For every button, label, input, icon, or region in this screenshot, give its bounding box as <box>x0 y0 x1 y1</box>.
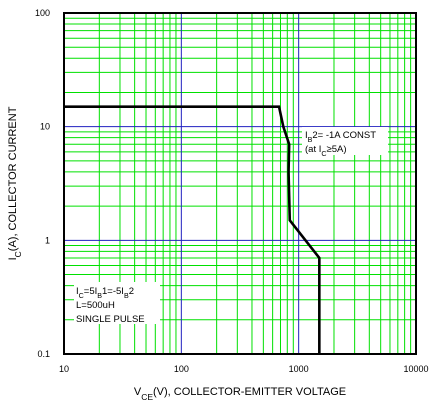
text-part: 1=-5I <box>102 286 124 297</box>
subscript: C <box>13 251 23 257</box>
text-part: (V), COLLECTOR-EMITTER VOLTAGE <box>153 386 346 398</box>
x-tick-label: 1000 <box>289 364 309 374</box>
subscript: B <box>308 136 313 144</box>
subscript: B <box>124 292 129 300</box>
x-tick-label: 10 <box>59 364 69 374</box>
text-part: ≥5A) <box>327 144 347 155</box>
subscript: C <box>79 292 84 300</box>
ib2-annotation-line2: (at IC≥5A) <box>305 144 347 158</box>
y-axis-label: IC(A), COLLECTOR CURRENT <box>7 106 23 260</box>
text-part: I <box>305 130 308 141</box>
text-part: 2= -1A CONST <box>312 130 376 141</box>
conditions-line3: SINGLE PULSE <box>76 314 145 325</box>
text-part: (A), COLLECTOR CURRENT <box>7 106 19 251</box>
text-part: (at I <box>305 144 321 155</box>
rbsoa-curve <box>64 105 321 354</box>
y-tick-label: 0.1 <box>37 349 50 359</box>
conditions-line2: L=500uH <box>76 300 115 311</box>
tick-labels: 10 100 1000 10000 0.1 1 10 100 <box>35 8 429 374</box>
subscript: C <box>321 150 326 158</box>
text-part: 2 <box>129 286 134 297</box>
x-tick-label: 10000 <box>403 364 428 374</box>
ib2-annotation-bg <box>302 127 388 155</box>
annotations: IB2= -1A CONST(at IC≥5A)IC=5IB1=-5IB2L=5… <box>74 127 388 325</box>
subscript: CE <box>141 392 153 402</box>
conditions-annotation-bg <box>74 282 160 324</box>
text-part: I <box>7 257 19 260</box>
y-tick-label: 100 <box>35 8 50 18</box>
text-part: V <box>134 386 142 398</box>
axis-labels: VCE(V), COLLECTOR-EMITTER VOLTAGEIC(A), … <box>7 106 346 402</box>
y-tick-label: 1 <box>45 235 50 245</box>
y-tick-label: 10 <box>40 122 50 132</box>
plot-frame <box>63 12 417 355</box>
text-part: =5I <box>84 286 97 297</box>
ib2-annotation-line1: IB2= -1A CONST <box>305 130 376 144</box>
x-tick-label: 100 <box>174 364 189 374</box>
text-part: I <box>76 286 79 297</box>
curve-layer <box>64 105 321 354</box>
subscript: B <box>97 292 102 300</box>
conditions-line1: IC=5IB1=-5IB2 <box>76 286 134 300</box>
x-axis-label: VCE(V), COLLECTOR-EMITTER VOLTAGE <box>134 386 346 402</box>
